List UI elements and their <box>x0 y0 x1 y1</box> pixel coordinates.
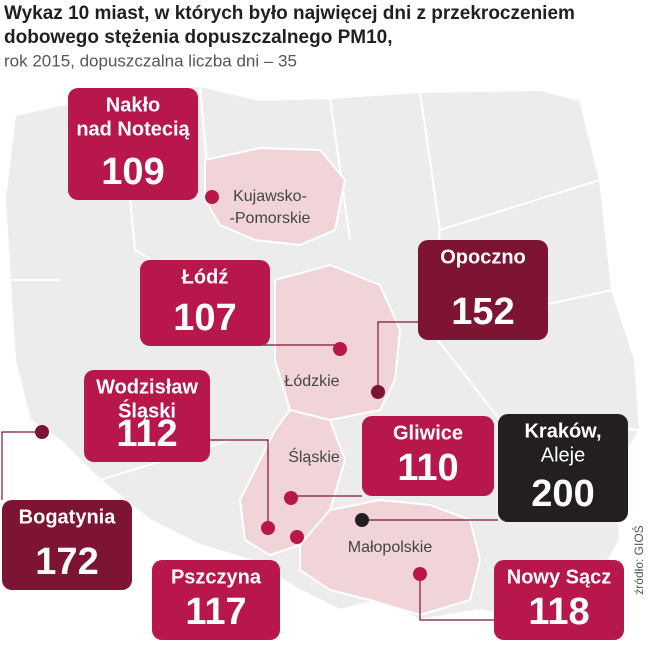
city-box <box>498 414 628 522</box>
city-value: 172 <box>35 541 98 583</box>
city-name: Nowy Sącz <box>507 566 611 588</box>
city-value: 117 <box>185 591 246 633</box>
city-value: 200 <box>531 473 594 515</box>
city-dot <box>261 521 275 535</box>
city-box <box>152 560 280 640</box>
city-box <box>140 260 270 346</box>
city-value: 152 <box>451 291 514 333</box>
city-dot <box>413 567 427 581</box>
city-dot <box>371 385 385 399</box>
city-box <box>84 370 210 462</box>
title-line: dobowego stężenia dopuszczalnego PM10, <box>4 27 393 48</box>
city-box <box>418 240 548 340</box>
city-dot <box>355 513 369 527</box>
city-value: 109 <box>101 151 164 193</box>
city-value: 107 <box>173 297 236 339</box>
city-name: Aleje <box>541 444 585 466</box>
city-name: Gliwice <box>393 422 463 444</box>
city-name: Śląski <box>118 398 176 422</box>
city-name: Pszczyna <box>171 566 262 588</box>
title-line: Wykaz 10 miast, w których było najwięcej… <box>4 3 575 24</box>
city-name: nad Notecią <box>76 118 190 140</box>
city-dot <box>290 530 304 544</box>
region-label: -Pomorskie <box>230 210 311 227</box>
city-value: 118 <box>528 591 589 633</box>
city-dot <box>284 491 298 505</box>
source: źródło: GIOŚ <box>631 525 646 594</box>
city-box <box>362 416 494 496</box>
city-box <box>2 500 132 590</box>
region-label: Łódzkie <box>284 373 339 390</box>
region-label: Śląskie <box>288 447 340 466</box>
city-name: Łódź <box>182 266 229 288</box>
city-dot <box>333 342 347 356</box>
city-value: 112 <box>116 413 177 455</box>
region-label: Małopolskie <box>348 539 433 556</box>
city-box <box>68 88 198 200</box>
city-dot <box>205 190 219 204</box>
city-dot <box>35 425 49 439</box>
city-value: 110 <box>397 447 458 489</box>
city-name: Kraków, <box>524 420 601 442</box>
region-label: Kujawsko- <box>233 188 307 205</box>
city-name: Wodzisław <box>96 376 198 398</box>
subtitle: rok 2015, dopuszczalna liczba dni – 35 <box>4 51 297 70</box>
city-name: Nakło <box>106 94 160 116</box>
city-box <box>494 560 624 640</box>
city-name: Opoczno <box>440 246 526 268</box>
city-name: Bogatynia <box>19 506 117 528</box>
